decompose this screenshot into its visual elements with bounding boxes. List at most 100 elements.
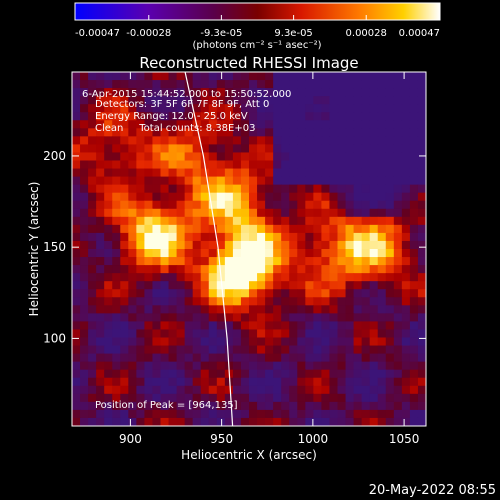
heatmap-cell: [184, 313, 194, 323]
heatmap-cell: [265, 281, 274, 290]
heatmap-cell: [168, 297, 178, 306]
heatmap-cell: [80, 401, 89, 411]
heatmap-cell: [208, 120, 218, 129]
heatmap-cell: [160, 128, 170, 137]
heatmap-cell: [409, 88, 419, 97]
heatmap-cell: [232, 417, 242, 426]
heatmap-cell: [240, 80, 250, 89]
heatmap-cell: [305, 369, 314, 379]
heatmap-cell: [112, 401, 121, 411]
heatmap-cell: [393, 104, 403, 113]
heatmap-cell: [224, 401, 234, 411]
heatmap-cell: [329, 337, 339, 347]
heatmap-cell: [289, 281, 298, 290]
heatmap-cell: [249, 168, 258, 178]
x-tick-label: 900: [119, 432, 142, 446]
heatmap-cell: [313, 168, 323, 178]
heatmap-cell: [329, 393, 339, 403]
heatmap-cell: [377, 353, 387, 363]
heatmap-cell: [361, 257, 371, 266]
heatmap-cell: [273, 80, 282, 89]
heatmap-cell: [128, 377, 137, 387]
heatmap-cell: [321, 176, 331, 186]
heatmap-cell: [313, 345, 323, 355]
heatmap-cell: [337, 208, 347, 218]
heatmap-cell: [160, 200, 170, 210]
heatmap-cell: [120, 273, 129, 282]
heatmap-cell: [72, 249, 81, 258]
heatmap-cell: [104, 112, 113, 121]
heatmap-cell: [160, 337, 170, 347]
heatmap-cell: [249, 297, 258, 306]
heatmap-cell: [393, 281, 403, 290]
heatmap-cell: [345, 273, 355, 282]
heatmap-cell: [385, 353, 395, 363]
heatmap-cell: [289, 305, 298, 314]
heatmap-cell: [208, 377, 218, 387]
heatmap-cell: [369, 120, 379, 129]
heatmap-cell: [265, 353, 274, 363]
heatmap-cell: [257, 136, 266, 146]
heatmap-cell: [200, 377, 210, 387]
heatmap-cell: [104, 136, 113, 146]
heatmap-cell: [401, 273, 411, 282]
heatmap-cell: [265, 337, 274, 347]
heatmap-cell: [232, 281, 242, 290]
heatmap-cell: [409, 297, 419, 306]
heatmap-cell: [160, 216, 170, 226]
heatmap-cell: [184, 128, 194, 137]
heatmap-cell: [232, 216, 242, 226]
heatmap-cell: [353, 337, 363, 347]
heatmap-cell: [289, 200, 298, 210]
heatmap-cell: [120, 72, 129, 81]
heatmap-cell: [377, 168, 387, 178]
heatmap-cell: [120, 160, 129, 170]
heatmap-cell: [305, 120, 314, 129]
heatmap-cell: [88, 289, 97, 298]
heatmap-cell: [200, 144, 210, 154]
heatmap-cell: [104, 265, 113, 274]
heatmap-cell: [240, 265, 250, 274]
heatmap-cell: [168, 152, 178, 162]
heatmap-cell: [152, 144, 162, 154]
x-tick-label: 1000: [298, 432, 329, 446]
heatmap-cell: [265, 104, 274, 113]
heatmap-cell: [257, 265, 266, 274]
heatmap-cell: [249, 353, 258, 363]
heatmap-cell: [96, 200, 105, 210]
heatmap-cell: [321, 96, 331, 105]
heatmap-cell: [88, 297, 97, 306]
heatmap-cell: [345, 385, 355, 395]
heatmap-cell: [96, 96, 105, 105]
heatmap-cell: [353, 249, 363, 258]
heatmap-cell: [112, 216, 121, 226]
heatmap-cell: [353, 305, 363, 314]
heatmap-cell: [144, 72, 154, 81]
heatmap-cell: [297, 152, 306, 162]
heatmap-cell: [329, 128, 339, 137]
heatmap-cell: [297, 192, 306, 202]
heatmap-cell: [289, 345, 298, 355]
heatmap-cell: [192, 289, 202, 298]
heatmap-cell: [112, 88, 121, 97]
heatmap-cell: [249, 192, 258, 202]
heatmap-cell: [321, 104, 331, 113]
heatmap-cell: [184, 120, 194, 129]
heatmap-cell: [104, 361, 113, 371]
heatmap-cell: [192, 112, 202, 121]
heatmap-cell: [361, 224, 371, 234]
heatmap-cell: [249, 369, 258, 379]
heatmap-cell: [417, 200, 426, 210]
heatmap-cell: [393, 168, 403, 178]
heatmap-cell: [401, 80, 411, 89]
heatmap-cell: [152, 337, 162, 347]
heatmap-cell: [265, 289, 274, 298]
heatmap-cell: [353, 401, 363, 411]
heatmap-cell: [265, 361, 274, 371]
heatmap-cell: [337, 88, 347, 97]
heatmap-cell: [96, 224, 105, 234]
heatmap-cell: [377, 232, 387, 242]
heatmap-cell: [329, 353, 339, 363]
heatmap-cell: [257, 321, 266, 331]
heatmap-cell: [168, 409, 178, 419]
